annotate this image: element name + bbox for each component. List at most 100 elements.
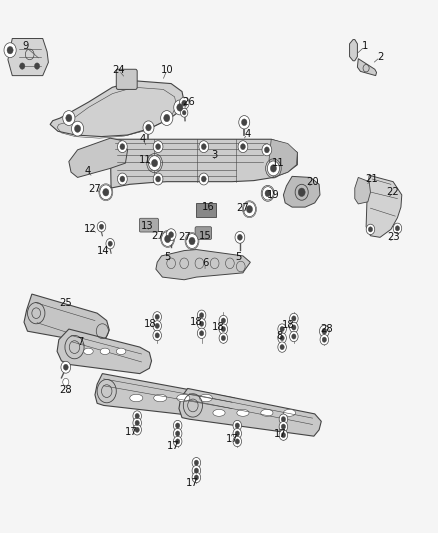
Polygon shape [24, 294, 110, 343]
Ellipse shape [261, 409, 273, 416]
Text: 22: 22 [387, 187, 399, 197]
Text: 23: 23 [388, 232, 400, 243]
Circle shape [244, 202, 255, 216]
Text: 14: 14 [97, 246, 110, 256]
Ellipse shape [213, 409, 225, 416]
Ellipse shape [177, 394, 190, 402]
Circle shape [279, 414, 288, 424]
Text: 10: 10 [160, 66, 173, 75]
Polygon shape [156, 249, 251, 280]
Polygon shape [179, 389, 321, 436]
Circle shape [201, 176, 206, 182]
Polygon shape [357, 59, 377, 76]
Text: 27: 27 [237, 203, 249, 213]
Text: 11: 11 [272, 158, 284, 168]
Polygon shape [50, 81, 184, 136]
Circle shape [176, 423, 180, 428]
Circle shape [267, 161, 279, 176]
Circle shape [153, 312, 162, 322]
Circle shape [278, 342, 286, 352]
Text: 26: 26 [182, 97, 195, 107]
Text: 28: 28 [60, 384, 72, 394]
Ellipse shape [283, 409, 296, 416]
Circle shape [237, 235, 242, 240]
Text: 18: 18 [190, 317, 203, 327]
Circle shape [240, 144, 245, 150]
Circle shape [108, 241, 112, 246]
Circle shape [162, 231, 174, 246]
Circle shape [219, 333, 228, 343]
Circle shape [235, 231, 245, 243]
Circle shape [135, 421, 139, 425]
Circle shape [194, 475, 198, 480]
Circle shape [219, 316, 228, 326]
Circle shape [103, 189, 109, 196]
Text: 7: 7 [78, 337, 84, 347]
Circle shape [290, 322, 298, 333]
Ellipse shape [154, 394, 167, 402]
Circle shape [194, 460, 198, 465]
Ellipse shape [130, 394, 143, 402]
Circle shape [35, 63, 40, 69]
Circle shape [219, 324, 228, 334]
Circle shape [66, 114, 72, 122]
Circle shape [186, 233, 198, 248]
Circle shape [194, 468, 198, 473]
Circle shape [198, 328, 206, 338]
Circle shape [270, 165, 276, 172]
Circle shape [199, 313, 204, 318]
Circle shape [221, 327, 226, 332]
Text: 20: 20 [306, 176, 319, 187]
Circle shape [153, 141, 163, 152]
Circle shape [290, 332, 298, 342]
Text: 15: 15 [199, 231, 212, 241]
Circle shape [180, 108, 188, 117]
Circle shape [198, 319, 206, 329]
Circle shape [146, 124, 151, 131]
Circle shape [120, 144, 125, 150]
Circle shape [173, 437, 182, 447]
Circle shape [192, 457, 201, 468]
Circle shape [192, 472, 201, 483]
Circle shape [179, 97, 189, 109]
Text: 24: 24 [113, 66, 125, 75]
Circle shape [7, 46, 13, 54]
Circle shape [117, 141, 127, 152]
Circle shape [366, 224, 375, 235]
Circle shape [292, 316, 296, 321]
Circle shape [239, 116, 250, 129]
Circle shape [74, 125, 81, 132]
Circle shape [148, 156, 161, 171]
Circle shape [155, 144, 160, 150]
Circle shape [238, 141, 248, 152]
Circle shape [182, 100, 187, 106]
Circle shape [135, 414, 139, 418]
Text: 4: 4 [85, 166, 91, 176]
Circle shape [143, 121, 154, 134]
Text: 27: 27 [151, 231, 163, 241]
Text: 19: 19 [267, 190, 280, 200]
Circle shape [117, 173, 127, 185]
Text: 17: 17 [125, 427, 138, 437]
Circle shape [64, 364, 68, 370]
Text: 18: 18 [144, 319, 156, 329]
Circle shape [199, 330, 204, 336]
Circle shape [235, 439, 240, 444]
Ellipse shape [100, 348, 110, 354]
Polygon shape [110, 139, 297, 188]
Text: 17: 17 [226, 434, 238, 444]
Text: 21: 21 [365, 174, 378, 184]
Circle shape [161, 111, 173, 125]
Circle shape [201, 144, 206, 150]
Circle shape [233, 429, 241, 439]
Text: 11: 11 [139, 156, 152, 165]
Circle shape [4, 43, 16, 58]
Circle shape [189, 237, 195, 245]
Circle shape [322, 328, 327, 334]
Circle shape [106, 238, 114, 249]
Text: 17: 17 [274, 429, 286, 439]
Circle shape [393, 223, 402, 233]
Text: 12: 12 [84, 224, 97, 235]
Circle shape [120, 176, 125, 182]
Polygon shape [69, 138, 127, 177]
